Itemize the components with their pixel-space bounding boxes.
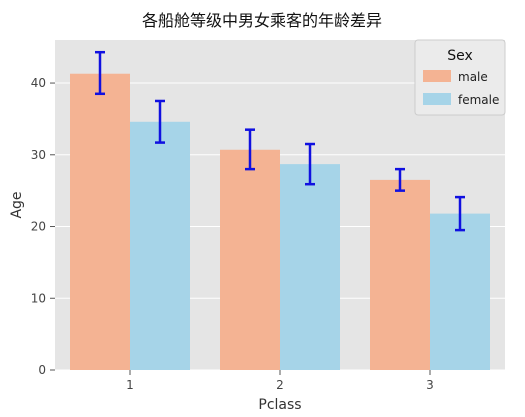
chart-title: 各船舱等级中男女乘客的年龄差异	[142, 11, 382, 30]
y-tick-label-3: 30	[31, 148, 46, 162]
bar-female-2	[280, 164, 340, 370]
x-tick-label-2: 3	[426, 378, 434, 392]
y-tick-label-2: 20	[31, 220, 46, 234]
bar-female-3	[430, 213, 490, 370]
legend-swatch-male	[423, 70, 451, 82]
y-axis: 0 10 20 30 40	[31, 76, 55, 377]
bars	[70, 73, 490, 370]
y-axis-label: Age	[9, 191, 25, 218]
legend-title: Sex	[447, 48, 473, 64]
bar-male-2	[220, 149, 280, 370]
legend-label-male: male	[458, 70, 488, 84]
bar-female-1	[130, 121, 190, 370]
y-tick-label-0: 0	[38, 363, 46, 377]
x-axis: 1 2 3	[126, 370, 434, 392]
x-axis-label: Pclass	[258, 397, 301, 413]
bar-male-3	[370, 179, 430, 370]
y-tick-label-1: 10	[31, 291, 46, 305]
legend-label-female: female	[458, 93, 499, 107]
y-tick-label-4: 40	[31, 76, 46, 90]
legend: Sex male female	[414, 39, 506, 116]
legend-swatch-female	[423, 93, 451, 105]
error-bars	[95, 50, 465, 232]
x-tick-label-0: 1	[126, 378, 134, 392]
legend-items: male female	[423, 70, 499, 107]
bar-male-1	[70, 73, 130, 370]
x-tick-label-1: 2	[276, 378, 284, 392]
